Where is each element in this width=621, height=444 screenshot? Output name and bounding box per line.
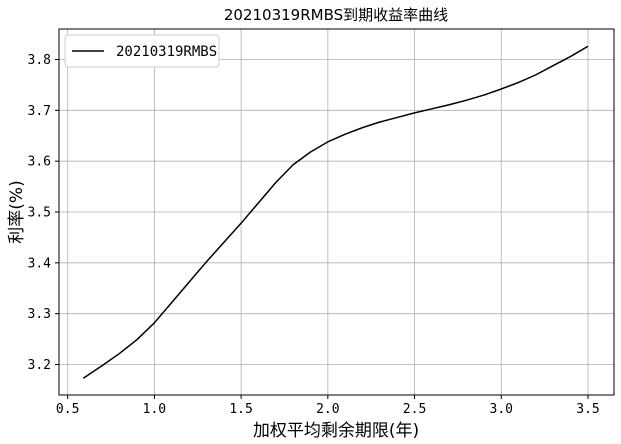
grid-lines bbox=[59, 29, 614, 395]
y-tick-label: 3.4 bbox=[28, 256, 52, 271]
y-tick-label: 3.3 bbox=[28, 307, 51, 322]
legend-label: 20210319RMBS bbox=[116, 44, 217, 60]
x-tick-label: 3.5 bbox=[576, 402, 599, 417]
chart-title: 20210319RMBS到期收益率曲线 bbox=[224, 6, 448, 24]
y-tick-label: 3.8 bbox=[28, 53, 51, 68]
x-tick-label: 0.5 bbox=[56, 402, 79, 417]
x-tick-label: 2.5 bbox=[403, 402, 426, 417]
y-axis-ticks: 3.2 3.3 3.4 3.5 3.6 3.7 3.8 bbox=[28, 53, 59, 373]
series-layer bbox=[82, 45, 589, 379]
y-tick-label: 3.7 bbox=[28, 104, 51, 119]
y-tick-label: 3.5 bbox=[28, 206, 51, 221]
legend-box bbox=[64, 34, 220, 68]
x-axis-ticks: 0.5 1.0 1.5 2.0 2.5 3.0 3.5 bbox=[56, 395, 600, 417]
x-tick-label: 1.0 bbox=[143, 402, 166, 417]
y-tick-label: 3.6 bbox=[28, 155, 51, 170]
series-line bbox=[82, 45, 589, 379]
x-tick-label: 3.0 bbox=[490, 402, 513, 417]
x-tick-label: 2.0 bbox=[316, 402, 339, 417]
x-axis-title: 加权平均剩余期限(年) bbox=[253, 421, 419, 441]
legend: 20210319RMBS bbox=[64, 34, 220, 68]
y-tick-label: 3.2 bbox=[28, 358, 51, 373]
y-axis-title: 利率(%) bbox=[7, 180, 27, 243]
x-tick-label: 1.5 bbox=[229, 402, 252, 417]
